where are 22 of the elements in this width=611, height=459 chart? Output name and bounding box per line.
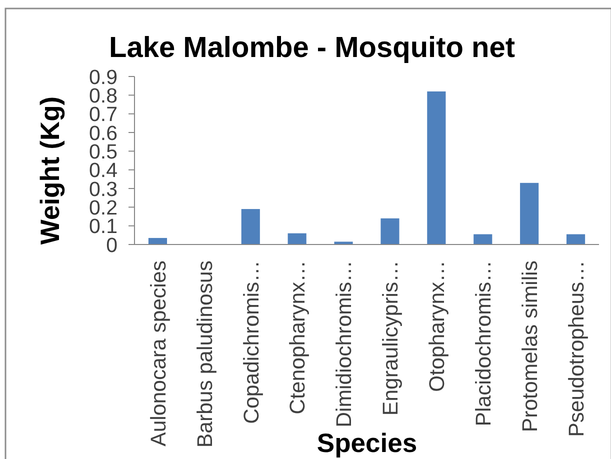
bar [241, 209, 260, 244]
bar [566, 234, 586, 244]
bar [427, 91, 446, 244]
y-axis-title: Weight (Kg) [35, 96, 65, 245]
x-axis-title: Species [316, 428, 418, 458]
x-tick-label: Engraulicypris… [378, 260, 403, 416]
bar [474, 234, 492, 244]
bar [380, 218, 400, 244]
x-tick-label: Aulonocara species [146, 260, 170, 446]
x-tick-label: Protomelas similis [518, 260, 542, 432]
x-tick-label: Placidochromis… [472, 260, 496, 426]
x-tick-label: Ctenopharynx… [286, 260, 310, 414]
x-tick-label: Otopharynx… [425, 260, 450, 392]
bar [334, 242, 353, 244]
bar [288, 233, 306, 244]
x-tick-label: Copadichromis… [239, 260, 264, 424]
chart-title: Lake Malombe - Mosquito net [108, 32, 516, 64]
x-tick-label: Dimidiochromis… [332, 260, 356, 428]
x-tick-label: Pseudotropheus… [564, 260, 588, 437]
bar [148, 238, 168, 244]
x-tick-label: Barbus paludinosus [192, 260, 217, 448]
bar [520, 182, 539, 244]
